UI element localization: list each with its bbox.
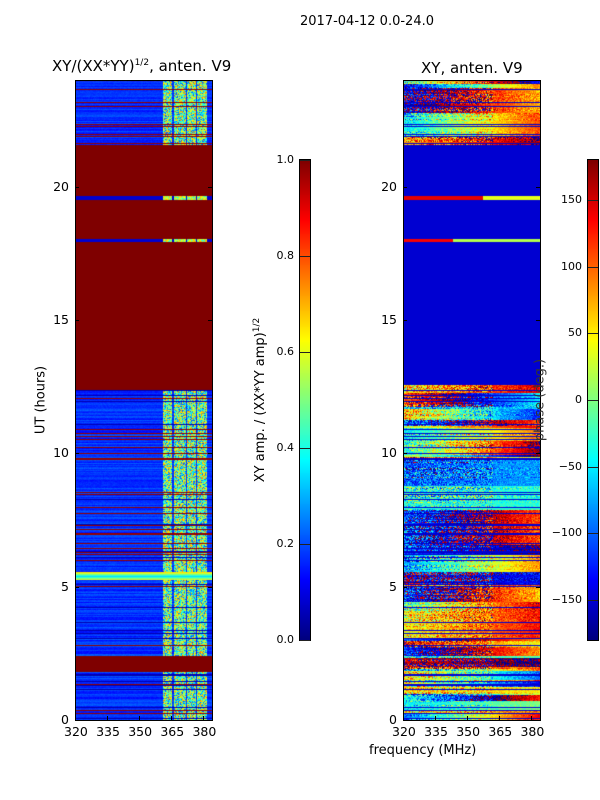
colorbar-tick-mark xyxy=(588,533,598,535)
colorbar-tick-mark xyxy=(588,400,598,401)
x-tick-mark xyxy=(139,716,141,720)
colorbar-tick-mark xyxy=(300,640,310,641)
amplitude-heatmap xyxy=(75,80,212,720)
y-tick-mark xyxy=(208,320,212,321)
y-tick-mark xyxy=(75,186,79,188)
x-tick-label: 380 xyxy=(192,724,217,739)
x-tick-label: 350 xyxy=(456,724,481,739)
colorbar-tick-label: 0.4 xyxy=(276,441,295,454)
y-tick-mark xyxy=(75,720,79,721)
amplitude-colorbar-label-sup: 1/2 xyxy=(251,317,262,333)
colorbar-tick-mark xyxy=(588,466,598,468)
y-tick-label: 10 xyxy=(381,445,397,461)
x-tick-label: 365 xyxy=(160,724,185,739)
left-plot-title: XY/(XX*YY)1/2, anten. V9 xyxy=(52,57,231,75)
amplitude-colorbar-label: XY amp. / (XX*YY amp)1/2 xyxy=(252,318,268,482)
colorbar-tick-label: −150 xyxy=(551,593,582,606)
y-tick-mark xyxy=(403,453,407,455)
y-tick-label: 15 xyxy=(53,312,69,327)
colorbar-tick-label: −50 xyxy=(558,459,582,473)
x-tick-label: 320 xyxy=(392,724,416,739)
x-tick-label: 365 xyxy=(488,724,513,739)
y-tick-mark xyxy=(208,586,212,588)
colorbar-tick-label: 150 xyxy=(561,193,582,206)
x-tick-mark xyxy=(435,716,437,720)
colorbar-tick-mark xyxy=(300,256,310,257)
colorbar-tick-mark xyxy=(300,160,310,161)
y-tick-mark xyxy=(536,586,540,588)
y-tick-mark xyxy=(536,320,540,321)
colorbar-tick-label: 0.8 xyxy=(276,249,295,262)
colorbar-tick-label: 0.6 xyxy=(276,345,295,358)
phase-colorbar-frame xyxy=(587,159,599,641)
colorbar-tick-mark xyxy=(588,266,598,268)
y-tick-mark xyxy=(75,586,79,588)
colorbar-tick-label: 1.0 xyxy=(276,153,295,166)
y-tick-label: 20 xyxy=(381,178,397,194)
y-tick-mark xyxy=(75,453,79,455)
phase-heatmap xyxy=(403,80,540,720)
y-tick-mark xyxy=(75,320,79,321)
y-tick-label: 0 xyxy=(389,712,397,727)
y-tick-mark xyxy=(403,586,407,588)
y-tick-mark xyxy=(208,453,212,455)
amplitude-colorbar-label-text: XY amp. / (XX*YY amp) xyxy=(253,332,269,483)
y-tick-label: 10 xyxy=(53,445,69,461)
x-tick-mark xyxy=(499,716,501,720)
colorbar-tick-mark xyxy=(300,544,310,545)
x-tick-mark xyxy=(203,716,205,720)
right-plot-title: XY, anten. V9 xyxy=(421,59,523,77)
y-tick-label: 5 xyxy=(389,578,397,594)
colorbar-tick-mark xyxy=(300,352,310,353)
colorbar-tick-mark xyxy=(588,600,598,601)
y-tick-mark xyxy=(403,186,407,188)
x-tick-mark xyxy=(171,716,173,720)
x-tick-label: 350 xyxy=(128,724,153,739)
y-axis-label: UT (hours) xyxy=(33,365,49,435)
x-tick-mark xyxy=(467,716,469,720)
colorbar-tick-mark xyxy=(588,333,598,335)
x-tick-label: 335 xyxy=(424,724,448,739)
colorbar-tick-label: 0 xyxy=(575,393,582,406)
colorbar-tick-mark xyxy=(300,448,310,449)
amplitude-colorbar-frame xyxy=(299,159,311,641)
colorbar-tick-label: −100 xyxy=(551,526,582,540)
x-tick-mark xyxy=(107,716,109,720)
y-tick-mark xyxy=(208,186,212,188)
x-axis-label: frequency (MHz) xyxy=(369,743,477,758)
x-tick-mark xyxy=(403,716,404,720)
left-title-suffix: , anten. V9 xyxy=(149,57,232,75)
y-tick-label: 5 xyxy=(61,578,69,594)
left-title-sup: 1/2 xyxy=(134,58,150,68)
y-tick-label: 15 xyxy=(381,312,397,327)
x-tick-label: 335 xyxy=(96,724,120,739)
y-tick-mark xyxy=(536,186,540,188)
x-tick-label: 380 xyxy=(520,724,545,739)
y-tick-label: 20 xyxy=(53,178,69,194)
y-tick-mark xyxy=(403,720,407,721)
amplitude-colorbar xyxy=(300,160,310,640)
colorbar-tick-label: 0.0 xyxy=(276,633,295,646)
y-tick-mark xyxy=(536,720,540,721)
phase-colorbar-label: phase (deg.) xyxy=(532,358,548,442)
colorbar-tick-label: 50 xyxy=(568,326,582,340)
y-tick-mark xyxy=(536,453,540,455)
y-tick-mark xyxy=(403,320,407,321)
x-tick-mark xyxy=(531,716,533,720)
x-tick-label: 320 xyxy=(64,724,88,739)
figure-suptitle: 2017-04-12 0.0-24.0 xyxy=(300,14,434,29)
x-tick-mark xyxy=(75,716,76,720)
colorbar-tick-label: 0.2 xyxy=(276,537,295,550)
y-tick-label: 0 xyxy=(61,712,69,727)
colorbar-tick-mark xyxy=(588,200,598,201)
left-title-main: XY/(XX*YY) xyxy=(52,57,135,75)
colorbar-tick-label: 100 xyxy=(561,259,582,273)
y-tick-mark xyxy=(208,720,212,721)
